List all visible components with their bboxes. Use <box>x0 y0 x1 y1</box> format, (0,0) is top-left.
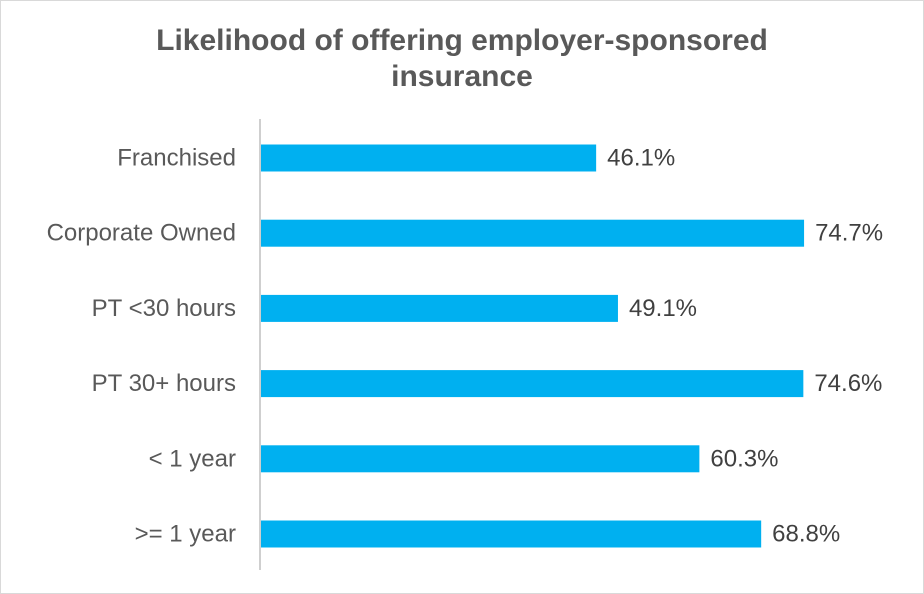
category-label: >= 1 year <box>135 521 236 548</box>
category-label: Franchised <box>117 145 236 172</box>
data-label: 60.3% <box>710 445 778 472</box>
bar <box>261 445 700 473</box>
data-label: 68.8% <box>772 521 840 548</box>
bar <box>261 370 804 398</box>
bar <box>261 219 805 247</box>
data-label: 46.1% <box>607 145 675 172</box>
chart-title: Likelihood of offering employer-sponsore… <box>1 23 923 95</box>
chart-title-line-2: insurance <box>391 60 533 93</box>
bar <box>261 520 762 548</box>
bar <box>261 294 618 322</box>
chart-title-line-1: Likelihood of offering employer-sponsore… <box>156 24 768 57</box>
data-label: 49.1% <box>629 295 697 322</box>
data-label: 74.7% <box>815 220 883 247</box>
data-label: 74.6% <box>814 370 882 397</box>
bar <box>261 144 597 172</box>
category-label: PT <30 hours <box>92 295 236 322</box>
category-label: PT 30+ hours <box>92 370 236 397</box>
category-label: < 1 year <box>149 445 236 472</box>
category-label: Corporate Owned <box>47 220 236 247</box>
